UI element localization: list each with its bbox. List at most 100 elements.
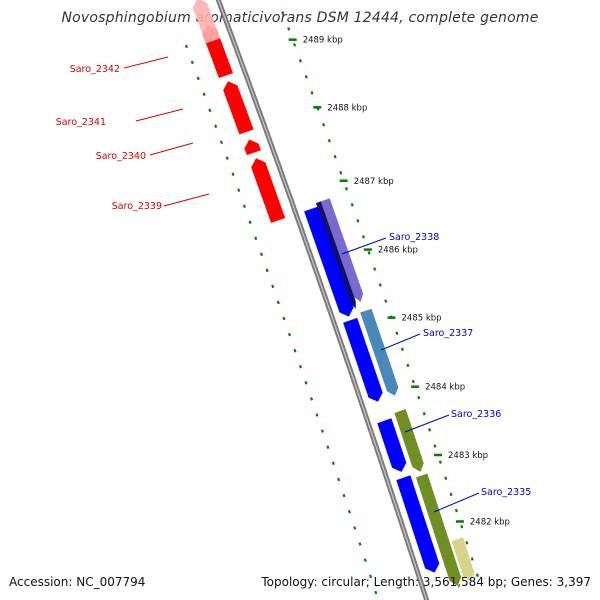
gene-label: Saro_2338 [389, 232, 439, 243]
gene-label: Saro_2339 [112, 201, 162, 212]
right-scale-track-dot [384, 299, 388, 303]
gene-label: Saro_2337 [423, 328, 473, 339]
left-scale-track-dot [219, 140, 224, 145]
left-scale-track-dot [196, 76, 200, 81]
left-scale-track-dot [259, 252, 264, 257]
gene-leader-line [163, 193, 210, 207]
tick-label: 2486 kbp [378, 246, 418, 256]
tick-label: 2483 kbp [448, 451, 488, 461]
left-scale-track-dot [265, 268, 269, 273]
right-scale-track-dot [444, 476, 448, 481]
right-scale-track-dot [395, 331, 399, 336]
left-scale-track-dot [358, 542, 362, 546]
left-scale-track-dot [254, 236, 258, 241]
gene-label: Saro_2341 [56, 117, 106, 128]
left-scale-track-dot [231, 172, 235, 176]
left-scale-track-dot [184, 44, 188, 49]
gene-label: Saro_2342 [70, 64, 120, 75]
left-scale-track-dot [369, 574, 373, 579]
right-scale-track-dot [475, 573, 479, 577]
backbone-outer [215, 0, 430, 600]
backbone-inner [217, 0, 428, 600]
left-scale-track-dot [208, 108, 212, 113]
right-scale-track-dot [281, 11, 285, 15]
tick-label: 2482 kbp [470, 518, 510, 528]
gene-leader-line [123, 56, 169, 69]
feature-steelblue-band [360, 308, 399, 396]
right-scale-track-dot [470, 557, 474, 561]
forward-gene-saro-2336 [377, 418, 407, 472]
left-scale-track-dot [320, 429, 324, 433]
feature-olive-band-2 [416, 473, 462, 586]
right-scale-track-dot [449, 492, 453, 497]
right-scale-track-dot [454, 508, 458, 513]
feature-purple-band [320, 198, 364, 302]
gene-leader-line [404, 414, 450, 433]
tick-label: 2489 kbp [303, 36, 343, 46]
feature-navy-band [316, 201, 356, 309]
right-scale-track-dot [460, 524, 464, 529]
left-scale-track-dot [331, 461, 335, 466]
left-scale-track-dot [242, 204, 246, 209]
right-scale-track-dot [310, 91, 314, 95]
right-scale-track-dot [293, 43, 297, 47]
reverse-gene-saro-2339 [251, 158, 286, 223]
forward-gene-saro-2337 [343, 317, 383, 402]
right-scale-track-dot [378, 283, 382, 287]
left-scale-track-dot [248, 220, 252, 225]
right-scale-track-dot [339, 170, 343, 175]
gene-label: Saro_2335 [481, 487, 531, 498]
left-scale-track-dot [282, 316, 286, 321]
right-scale-track-dot [411, 379, 415, 384]
left-scale-track-dot [374, 590, 378, 595]
left-scale-track-dot [287, 332, 292, 337]
left-scale-track-dot [293, 348, 297, 353]
gene-label: Saro_2336 [451, 409, 501, 420]
gene-leader-line [135, 108, 184, 122]
right-scale-track-dot [322, 122, 326, 127]
right-scale-track-dot [433, 444, 437, 448]
right-scale-track-dot [428, 428, 432, 432]
left-scale-track-dot [271, 284, 275, 289]
right-scale-track-dot [287, 27, 291, 31]
left-scale-track-dot [342, 493, 346, 498]
tick-label: 2484 kbp [425, 383, 465, 393]
reverse-gene-fragment [192, 0, 221, 44]
left-scale-track-dot [276, 300, 280, 305]
left-scale-track-dot [298, 364, 303, 369]
left-scale-track-dot [202, 92, 206, 97]
gene-leader-line [149, 142, 194, 156]
right-scale-track-dot [298, 59, 302, 63]
left-scale-track-dot [237, 188, 241, 192]
feature-yellow-bottom [451, 537, 475, 582]
reverse-gene-saro-2341 [223, 81, 254, 135]
left-scale-track-dot [337, 477, 341, 482]
right-scale-track-dot [327, 138, 331, 143]
tick-label: 2487 kbp [354, 177, 394, 187]
right-scale-track-dot [333, 154, 337, 159]
gene-leader-line [341, 237, 387, 255]
right-scale-track-dot [422, 411, 426, 416]
gene-leader-line [380, 333, 421, 351]
right-scale-track-dot [304, 75, 308, 79]
tick-label: 2488 kbp [327, 103, 367, 113]
right-scale-track-dot [361, 235, 365, 239]
forward-gene-saro-2335 [396, 475, 440, 573]
feature-olive-band [394, 409, 424, 472]
right-scale-track-dot [417, 395, 421, 400]
left-scale-track-dot [326, 445, 330, 449]
forward-gene-saro-2338 [304, 206, 354, 317]
topology-label: Topology: circular; Length: 3,561,584 bp… [261, 575, 591, 589]
right-scale-track-dot [465, 541, 469, 545]
left-scale-track-dot [190, 60, 194, 65]
accession-label: Accession: NC_007794 [9, 575, 146, 589]
left-scale-track-dot [347, 509, 351, 514]
left-scale-track-dot [315, 413, 319, 417]
gene-leader-line [433, 492, 480, 513]
right-scale-track-dot [400, 347, 404, 352]
reverse-gene-saro-2340 [244, 139, 261, 156]
right-scale-track-dot [373, 267, 377, 271]
tick-label: 2485 kbp [402, 314, 442, 324]
